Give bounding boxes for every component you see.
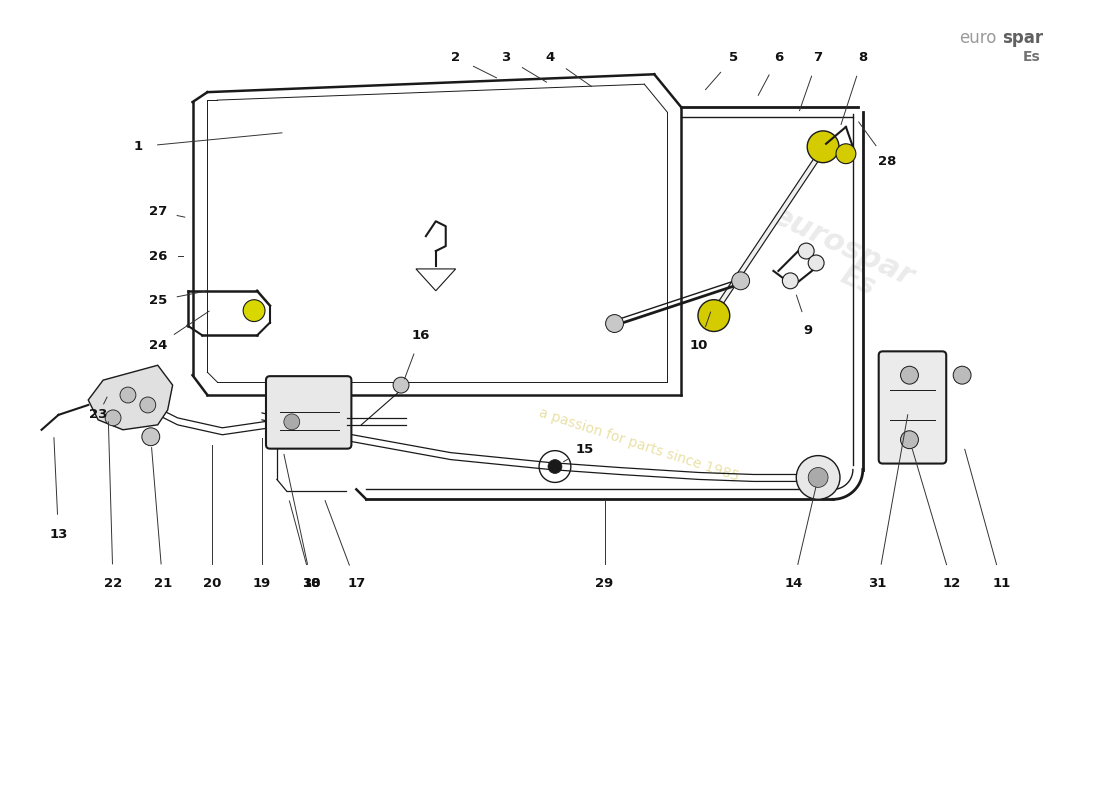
Circle shape [698,300,729,331]
Circle shape [782,273,799,289]
Text: Es: Es [836,261,880,301]
Text: 3: 3 [500,51,510,64]
Text: 28: 28 [879,155,896,168]
Text: spar: spar [1002,29,1043,46]
Text: 27: 27 [148,205,167,218]
Text: 17: 17 [348,578,365,590]
Text: 6: 6 [773,51,783,64]
Circle shape [120,387,136,403]
Text: 9: 9 [804,324,813,337]
Text: 5: 5 [729,51,738,64]
Text: 24: 24 [148,339,167,352]
Circle shape [901,366,918,384]
Text: 4: 4 [546,51,554,64]
Text: 16: 16 [411,329,430,342]
Circle shape [393,377,409,393]
Text: 8: 8 [858,51,868,64]
Circle shape [901,430,918,449]
Circle shape [140,397,156,413]
Text: 29: 29 [595,578,614,590]
Circle shape [243,300,265,322]
Circle shape [796,456,840,499]
Text: 14: 14 [784,578,803,590]
Text: 1: 1 [133,140,142,154]
Text: 19: 19 [253,578,271,590]
Text: 15: 15 [575,443,594,456]
Circle shape [606,314,624,333]
Text: 25: 25 [148,294,167,307]
Circle shape [799,243,814,259]
Text: 23: 23 [89,408,108,422]
Text: 21: 21 [154,578,172,590]
Text: 13: 13 [50,527,67,541]
FancyBboxPatch shape [879,351,946,463]
Text: euro: euro [959,29,997,46]
FancyBboxPatch shape [266,376,351,449]
Text: 7: 7 [814,51,823,64]
Circle shape [732,272,749,290]
Circle shape [548,459,562,474]
Circle shape [808,255,824,271]
Text: 26: 26 [148,250,167,262]
Text: eurospar: eurospar [767,200,918,292]
Circle shape [142,428,160,446]
Polygon shape [88,366,173,430]
Circle shape [807,131,839,162]
Text: 2: 2 [451,51,460,64]
Circle shape [808,467,828,487]
Text: 11: 11 [992,578,1011,590]
Text: 18: 18 [302,578,321,590]
Text: 10: 10 [690,339,708,352]
Circle shape [836,144,856,164]
Text: 31: 31 [869,578,887,590]
Circle shape [106,410,121,426]
Text: 30: 30 [302,578,321,590]
Circle shape [954,366,971,384]
Text: Es: Es [1023,50,1041,64]
Text: a passion for parts since 1985: a passion for parts since 1985 [538,406,741,484]
Circle shape [284,414,299,430]
Text: 20: 20 [204,578,221,590]
Text: 12: 12 [943,578,961,590]
Text: 22: 22 [103,578,122,590]
